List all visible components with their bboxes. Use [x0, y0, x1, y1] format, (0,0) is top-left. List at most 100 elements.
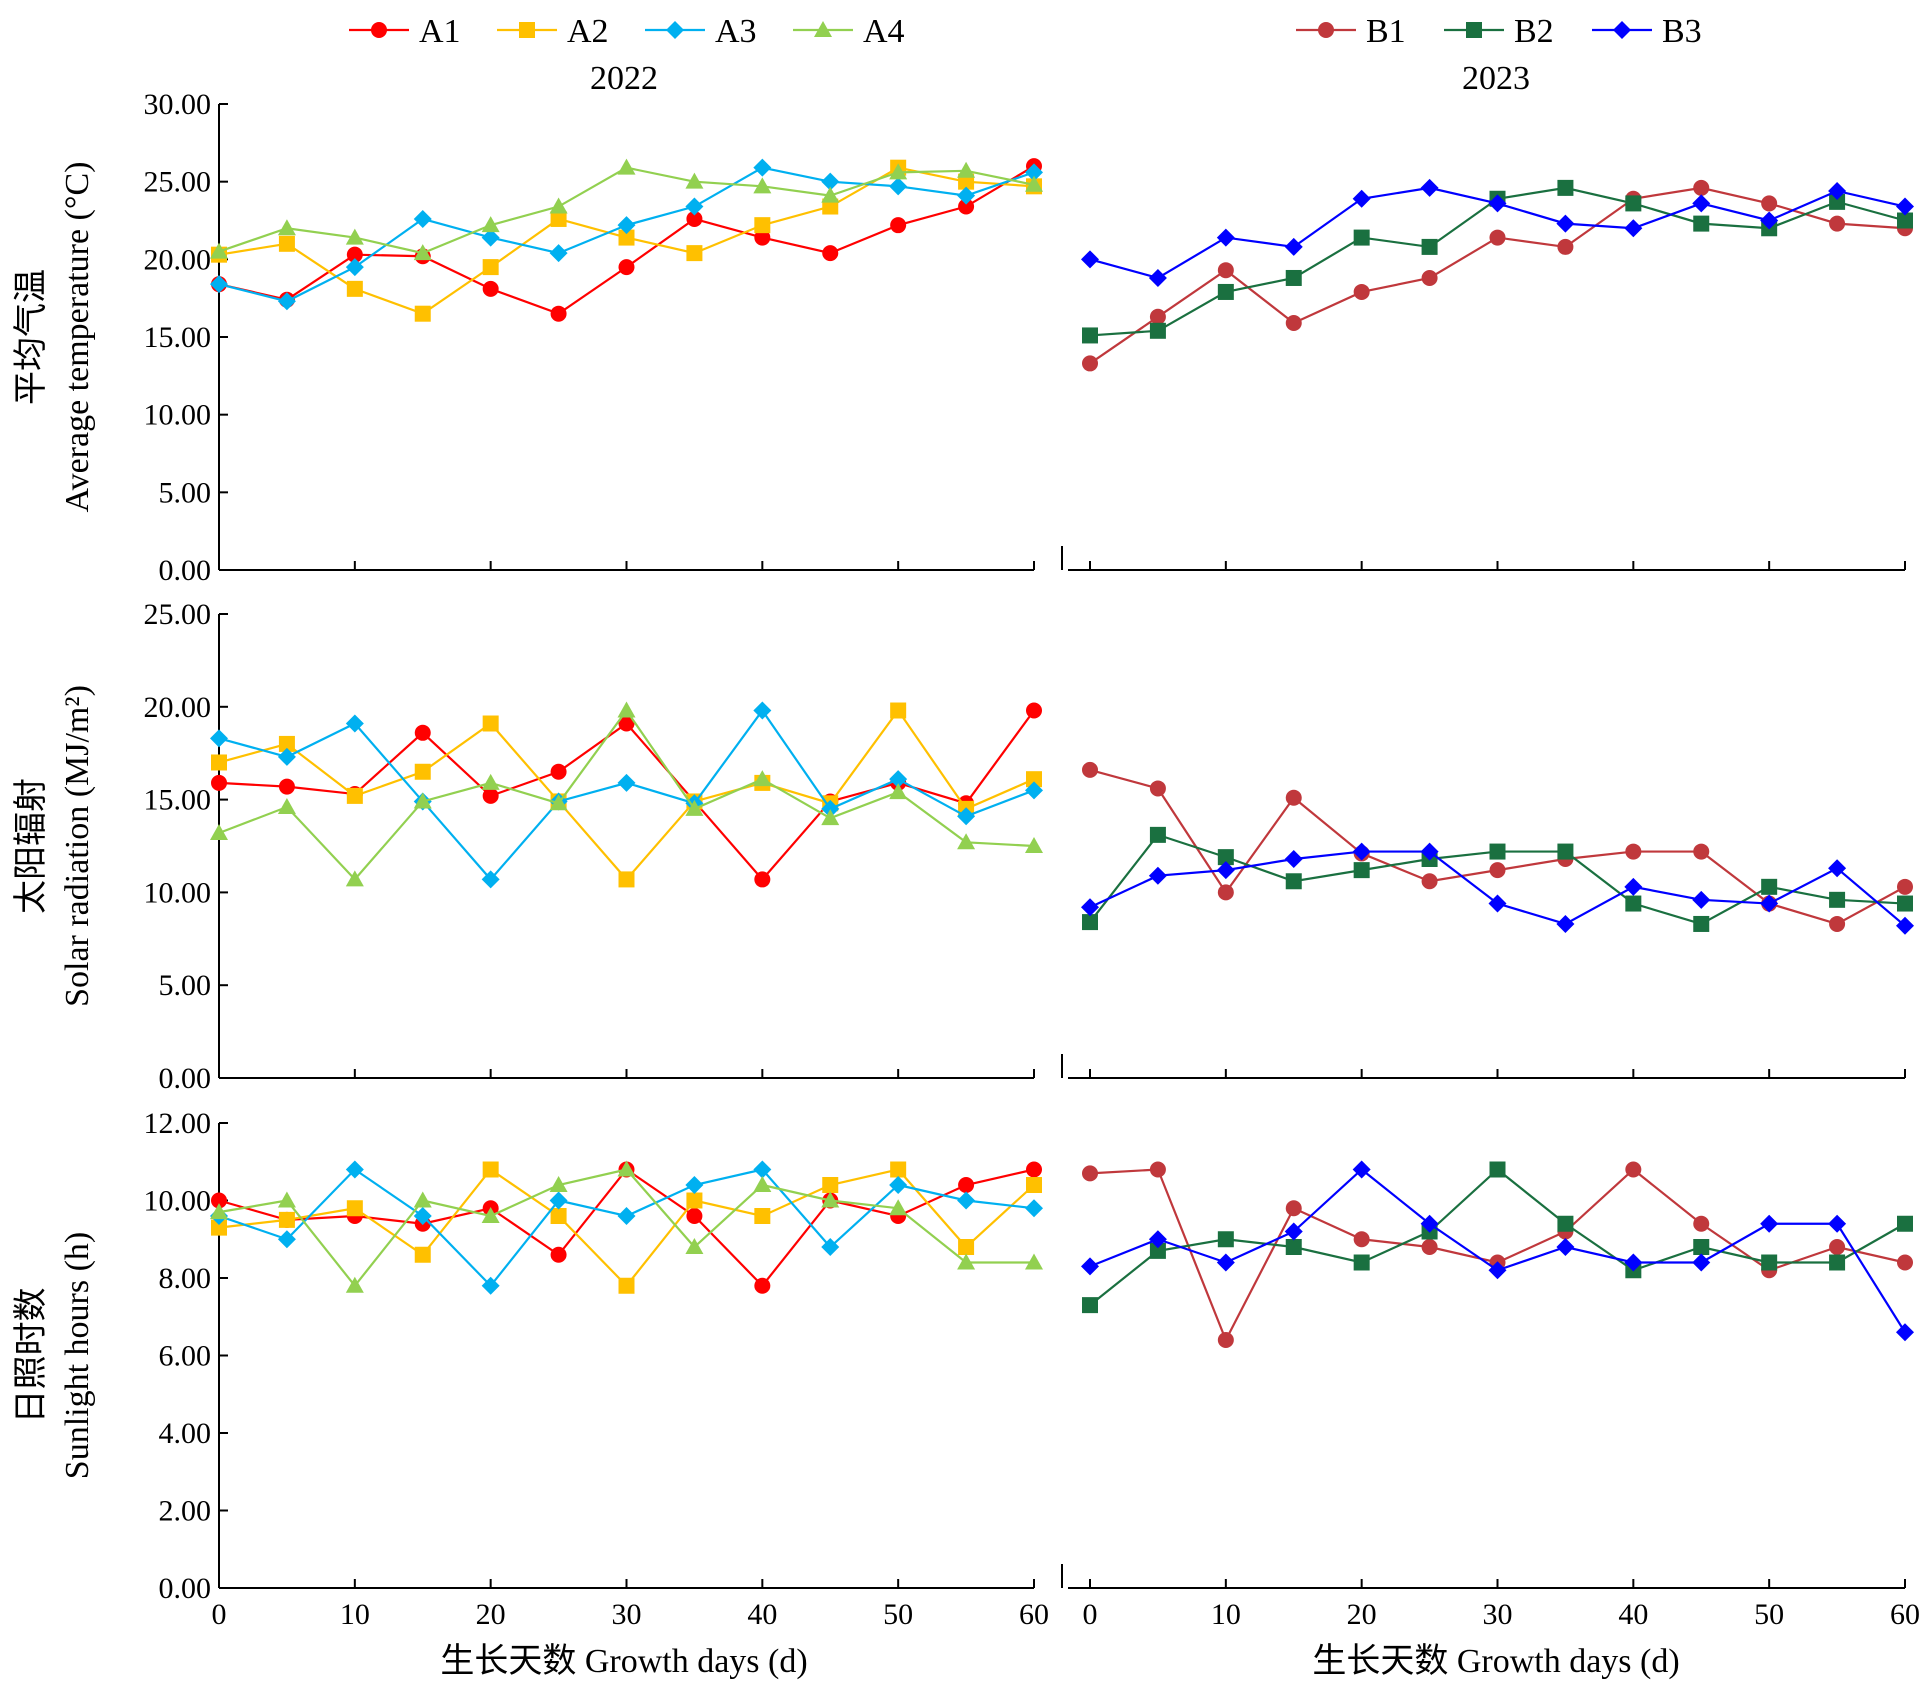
- data-point-a4: [821, 186, 840, 203]
- data-point-a1: [958, 198, 975, 215]
- data-point-a3: [345, 714, 364, 733]
- panel-2023-row-0: [1081, 178, 1914, 372]
- data-point-a2: [414, 763, 431, 780]
- data-point-b1: [1761, 195, 1778, 212]
- data-point-a4: [549, 794, 568, 811]
- series-line-a4: [218, 1168, 1034, 1288]
- data-point-b3: [1284, 1222, 1303, 1241]
- data-point-a2: [754, 1208, 771, 1224]
- panel-2022-row-2: [210, 1160, 1043, 1295]
- data-point-a1: [822, 245, 839, 262]
- x-tick-label: 20: [1347, 1598, 1377, 1631]
- data-point-a2: [618, 229, 635, 246]
- data-point-a4: [1025, 175, 1043, 192]
- data-point-b3: [1896, 1323, 1914, 1342]
- data-point-b1: [1082, 355, 1098, 372]
- data-point-a1: [958, 1177, 975, 1193]
- y-tick-label: 15.00: [144, 784, 212, 817]
- data-point-b3: [1420, 178, 1439, 197]
- legend-label: A2: [567, 13, 609, 50]
- data-point-a1: [754, 871, 771, 888]
- data-point-b3: [1624, 1253, 1643, 1272]
- data-point-a3: [821, 172, 840, 191]
- data-point-a3: [617, 216, 636, 235]
- data-point-b3: [1420, 1214, 1439, 1233]
- data-point-a4: [753, 1176, 772, 1192]
- data-point-b2: [1082, 327, 1098, 344]
- data-point-b3: [1556, 214, 1575, 233]
- data-point-a3: [889, 1176, 908, 1194]
- data-point-b3: [1692, 1253, 1711, 1272]
- chart-panels: 0.00 5.00 10.00 15.00 20.00 25.00 30.00 平均气温 Ave…: [12, 88, 1920, 1631]
- data-point-a1: [550, 763, 567, 780]
- data-point-b1: [1625, 843, 1642, 860]
- y-tick-label: 20.00: [144, 691, 212, 724]
- data-point-a4: [210, 824, 228, 841]
- data-point-a3: [210, 275, 228, 294]
- data-point-b3: [1760, 1214, 1779, 1233]
- data-point-b1: [1625, 1161, 1642, 1178]
- x-tick-label: 10: [340, 1598, 370, 1631]
- data-point-a2: [754, 217, 771, 234]
- series-a4: [210, 1160, 1043, 1293]
- data-point-a3: [753, 158, 772, 177]
- data-point-b2: [1353, 862, 1370, 879]
- data-point-a1: [1026, 702, 1042, 719]
- data-point-b3: [1896, 197, 1914, 216]
- data-point-a4: [549, 197, 568, 214]
- data-point-a1: [211, 1192, 227, 1209]
- data-point-a4: [889, 783, 908, 800]
- data-point-b3: [1488, 1261, 1507, 1280]
- data-point-a1: [686, 1208, 703, 1224]
- data-point-a3: [1025, 163, 1043, 182]
- data-point-a3: [753, 1160, 772, 1179]
- legend-marker: [371, 22, 387, 38]
- data-point-b3: [1148, 268, 1167, 287]
- data-point-b1: [1353, 283, 1370, 300]
- data-point-a2: [346, 1200, 363, 1217]
- data-point-a4: [549, 1176, 568, 1192]
- data-point-b2: [1829, 891, 1846, 908]
- data-point-a3: [957, 807, 976, 826]
- data-point-b3: [1488, 894, 1507, 913]
- year-label-left: 2022: [590, 60, 658, 97]
- data-point-a1: [482, 787, 499, 804]
- legend-marker: [1466, 22, 1482, 38]
- y-tick-label: 5.00: [159, 476, 212, 509]
- data-point-a2: [618, 1277, 635, 1294]
- data-point-a3: [889, 177, 908, 196]
- x-tick-label: 30: [1483, 1598, 1513, 1631]
- y-tick-label: 10.00: [144, 1185, 212, 1218]
- x-axis-title-left: 生长天数 Growth days (d): [440, 1642, 807, 1680]
- x-tick-label: 50: [883, 1598, 913, 1631]
- panel-2023-row-1: [1081, 761, 1914, 935]
- data-point-b2: [1082, 1297, 1098, 1314]
- x-tick-label: 40: [747, 1598, 777, 1631]
- data-point-b1: [1082, 761, 1098, 778]
- data-point-a4: [413, 1191, 432, 1208]
- legend-item-a4: A4: [793, 13, 905, 50]
- data-point-b2: [1082, 914, 1098, 931]
- data-point-a4: [210, 1203, 228, 1220]
- data-point-b2: [1693, 215, 1710, 232]
- data-point-b2: [1557, 1215, 1574, 1232]
- data-point-a4: [821, 1191, 840, 1208]
- x-tick-label: 60: [1019, 1598, 1049, 1631]
- data-point-a3: [889, 770, 908, 789]
- data-point-a3: [957, 186, 976, 205]
- data-point-a4: [889, 163, 908, 180]
- data-point-b2: [1625, 195, 1642, 212]
- x-tick-label: 0: [1083, 1598, 1098, 1631]
- data-point-a3: [821, 1238, 840, 1256]
- series-line-b2: [1089, 1168, 1906, 1306]
- panel-2022-row-1: [210, 701, 1043, 889]
- data-point-a2: [550, 210, 567, 227]
- data-point-b2: [1489, 1161, 1506, 1178]
- y-tick-label: 0.00: [159, 1572, 212, 1605]
- data-point-a2: [890, 702, 907, 719]
- data-point-b2: [1693, 915, 1710, 932]
- data-point-a2: [686, 1192, 703, 1209]
- data-point-a4: [210, 242, 228, 259]
- x-tick-label: 50: [1754, 1598, 1784, 1631]
